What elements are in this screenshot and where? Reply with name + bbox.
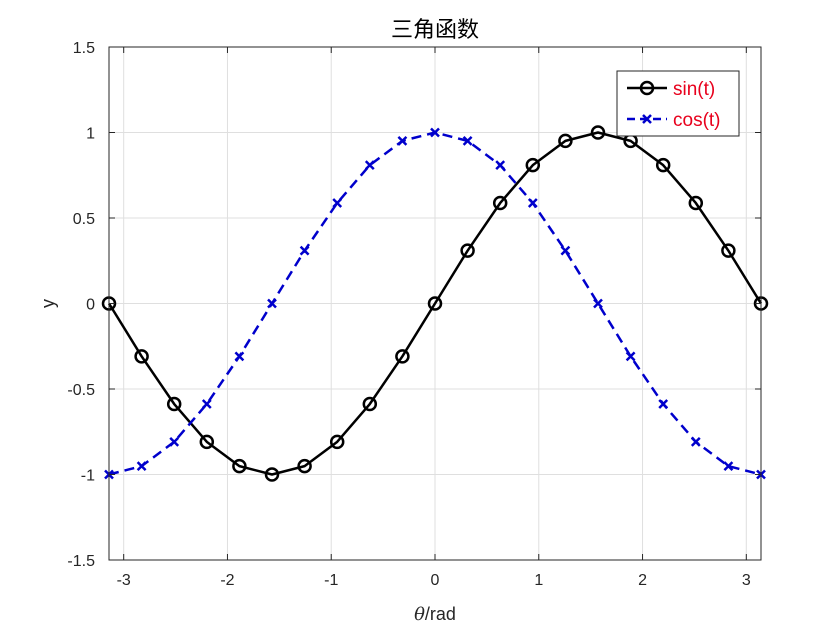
data-point — [527, 198, 538, 208]
data-point — [655, 157, 671, 173]
legend: sin(t) cos(t) — [616, 70, 740, 137]
data-point — [690, 436, 701, 447]
data-point — [264, 467, 280, 482]
y-axis-label: y — [38, 299, 58, 308]
data-point — [201, 399, 212, 409]
data-point — [395, 349, 410, 364]
data-point — [492, 195, 508, 211]
legend-box — [616, 70, 740, 137]
data-point — [199, 434, 215, 450]
data-point — [136, 461, 147, 472]
data-point — [299, 245, 310, 256]
y-tick-label: -0.5 — [67, 382, 95, 399]
x-tick-label: 0 — [431, 572, 440, 589]
data-point — [593, 298, 603, 309]
x-tick-label: 3 — [742, 572, 751, 589]
data-point — [460, 243, 475, 258]
data-point — [560, 245, 571, 256]
data-point — [134, 349, 149, 364]
series-1 — [104, 127, 766, 480]
legend-label: cos(t) — [673, 110, 721, 131]
legend-marker — [642, 114, 652, 124]
data-point — [525, 157, 541, 173]
legend-item: sin(t) — [627, 79, 715, 100]
x-tick-label: -3 — [117, 572, 131, 589]
legend-item: cos(t) — [627, 110, 721, 131]
data-point — [267, 298, 277, 309]
chart-title: 三角函数 — [391, 18, 479, 43]
data-point — [462, 135, 473, 146]
y-tick-label: -1.5 — [67, 553, 95, 570]
y-tick-label: 0 — [86, 297, 95, 314]
series-line — [107, 131, 763, 476]
data-point — [723, 461, 734, 472]
legend-marker — [639, 80, 655, 96]
x-axis-label: θ/rad — [414, 604, 456, 625]
series-0 — [101, 125, 769, 482]
x-tick-label: -1 — [324, 572, 338, 589]
legend-label: sin(t) — [673, 79, 715, 100]
data-point — [590, 125, 606, 140]
data-point — [362, 396, 378, 412]
data-point — [166, 396, 182, 412]
data-point — [427, 296, 443, 311]
data-point — [297, 458, 312, 474]
y-tick-label: -1 — [81, 468, 95, 485]
y-tick-label: 1 — [86, 126, 95, 143]
data-point — [688, 195, 704, 211]
axes: -3 -2 -1 0 1 2 3 -1.5 -1 -0.5 0 0.5 1 1.5 — [67, 40, 762, 589]
data-point — [558, 133, 573, 149]
data-point — [495, 160, 506, 171]
x-tick-label: 2 — [638, 572, 647, 589]
data-point — [329, 434, 345, 450]
data-point — [430, 127, 440, 138]
series-layer — [101, 125, 769, 482]
data-point — [234, 351, 245, 362]
data-point — [364, 160, 375, 171]
x-tick-label: -2 — [220, 572, 234, 589]
data-point — [625, 351, 636, 362]
x-tick-label: 1 — [534, 572, 543, 589]
data-point — [332, 198, 343, 208]
data-point — [232, 458, 247, 474]
data-point — [721, 243, 736, 258]
y-tick-label: 0.5 — [73, 211, 95, 228]
data-point — [658, 399, 669, 409]
y-tick-label: 1.5 — [73, 40, 95, 57]
data-point — [397, 135, 408, 146]
data-point — [169, 436, 180, 447]
